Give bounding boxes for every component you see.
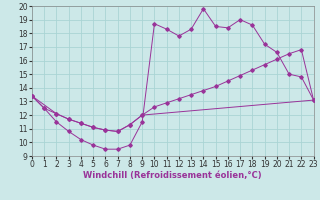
X-axis label: Windchill (Refroidissement éolien,°C): Windchill (Refroidissement éolien,°C) xyxy=(84,171,262,180)
